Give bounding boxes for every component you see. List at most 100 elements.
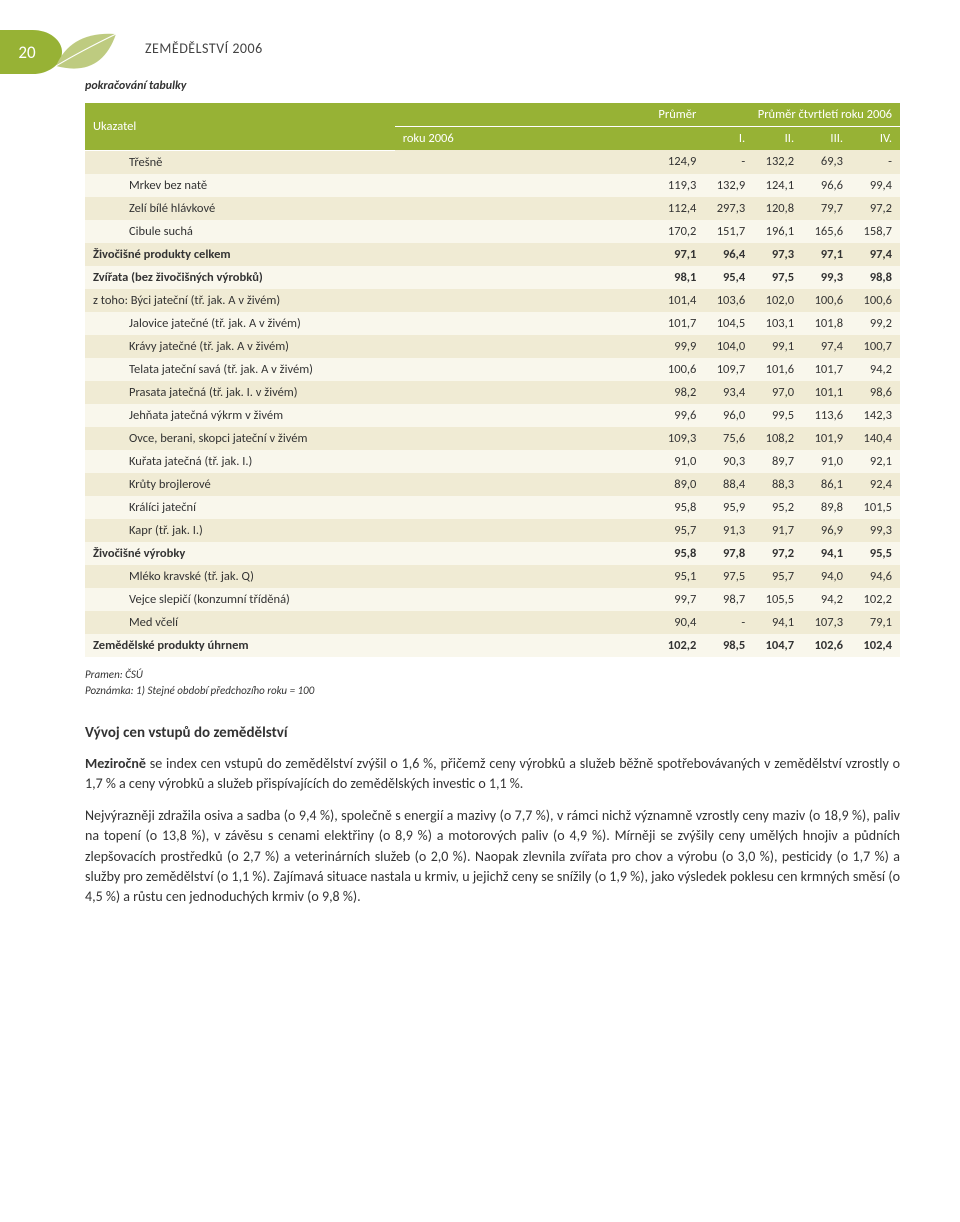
row-value: 91,0 [395,450,705,473]
row-value: 99,5 [753,404,802,427]
row-label: Jehňata jatečná výkrm v živém [85,404,395,427]
row-value: 104,5 [704,312,753,335]
row-value: 101,8 [802,312,851,335]
row-value: 95,7 [753,565,802,588]
row-value: 95,9 [704,496,753,519]
row-value: 96,4 [704,243,753,266]
table-row: Třešně124,9-132,269,3- [85,150,900,174]
table-row: Kuřata jatečná (tř. jak. I.)91,090,389,7… [85,450,900,473]
row-value: 95,8 [395,496,705,519]
row-value: 97,1 [395,243,705,266]
row-label: Živočišné výrobky [85,542,395,565]
row-value: 99,3 [851,519,900,542]
row-value: 98,8 [851,266,900,289]
col-header-avg-bottom: roku 2006 [395,127,705,151]
paragraph-1-lead: Meziročně [85,755,146,772]
col-header-avg-top: Průměr [395,103,705,127]
row-value: 101,4 [395,289,705,312]
row-value: 94,6 [851,565,900,588]
row-label: Zelí bílé hlávkové [85,197,395,220]
row-value: 109,3 [395,427,705,450]
row-value: 297,3 [704,197,753,220]
row-value: 95,4 [704,266,753,289]
row-value: 88,3 [753,473,802,496]
col-header-q3: III. [802,127,851,151]
row-value: 69,3 [802,150,851,174]
row-value: 89,7 [753,450,802,473]
row-value: 91,0 [802,450,851,473]
row-value: 99,7 [395,588,705,611]
table-row: Krávy jatečné (tř. jak. A v živém)99,910… [85,335,900,358]
row-value: 94,2 [802,588,851,611]
row-label: Ovce, berani, skopci jateční v živém [85,427,395,450]
row-label: z toho: Býci jateční (tř. jak. A v živém… [85,289,395,312]
row-value: 101,7 [395,312,705,335]
row-value: 88,4 [704,473,753,496]
table-row: Jehňata jatečná výkrm v živém99,696,099,… [85,404,900,427]
row-value: 158,7 [851,220,900,243]
row-value: 98,7 [704,588,753,611]
row-value: 97,3 [753,243,802,266]
row-value: 96,9 [802,519,851,542]
row-value: 98,6 [851,381,900,404]
table-row: Mrkev bez natě119,3132,9124,196,699,4 [85,174,900,197]
row-label: Krůty brojlerové [85,473,395,496]
row-label: Kuřata jatečná (tř. jak. I.) [85,450,395,473]
page-header-title: ZEMĚDĚLSTVÍ 2006 [145,40,900,57]
row-value: 99,2 [851,312,900,335]
table-row: Zemědělské produkty úhrnem102,298,5104,7… [85,634,900,657]
row-value: 98,2 [395,381,705,404]
row-value: 101,1 [802,381,851,404]
table-row: Telata jateční savá (tř. jak. A v živém)… [85,358,900,381]
table-row: Krůty brojlerové89,088,488,386,192,4 [85,473,900,496]
row-value: 91,7 [753,519,802,542]
row-value: 124,1 [753,174,802,197]
row-value: 99,4 [851,174,900,197]
row-label: Zvířata (bez živočišných výrobků) [85,266,395,289]
row-value: 95,5 [851,542,900,565]
paragraph-2: Nejvýrazněji zdražila osiva a sadba (o 9… [85,806,900,907]
row-value: 94,0 [802,565,851,588]
row-label: Mléko kravské (tř. jak. Q) [85,565,395,588]
row-value: 101,6 [753,358,802,381]
leaf-icon [46,26,136,86]
section-heading: Vývoj cen vstupů do zemědělství [85,724,900,742]
row-label: Třešně [85,150,395,174]
row-value: 100,6 [802,289,851,312]
row-value: 97,5 [704,565,753,588]
footnote-1: Poznámka: 1) Stejné období předchozího r… [85,683,900,700]
data-table: Ukazatel Průměr Průměr čtvrtletí roku 20… [85,103,900,657]
row-value: 120,8 [753,197,802,220]
row-value: 107,3 [802,611,851,634]
row-value: 108,2 [753,427,802,450]
table-row: Vejce slepičí (konzumní tříděná)99,798,7… [85,588,900,611]
row-value: 101,9 [802,427,851,450]
row-value: 94,1 [753,611,802,634]
row-value: - [851,150,900,174]
row-value: 103,1 [753,312,802,335]
row-value: 95,7 [395,519,705,542]
row-value: 124,9 [395,150,705,174]
table-row: Med včelí90,4-94,1107,379,1 [85,611,900,634]
row-value: 196,1 [753,220,802,243]
row-value: 102,6 [802,634,851,657]
source-note: Pramen: ČSÚ [85,667,900,684]
row-value: 99,1 [753,335,802,358]
row-value: 109,7 [704,358,753,381]
row-value: 101,5 [851,496,900,519]
col-header-q2: II. [753,127,802,151]
row-value: 97,2 [851,197,900,220]
table-row: Kapr (tř. jak. I.)95,791,391,796,999,3 [85,519,900,542]
row-label: Prasata jatečná (tř. jak. I. v živém) [85,381,395,404]
col-header-quarters-span: Průměr čtvrtletí roku 2006 [704,103,900,127]
table-row: Mléko kravské (tř. jak. Q)95,197,595,794… [85,565,900,588]
row-value: 98,5 [704,634,753,657]
row-value: 165,6 [802,220,851,243]
row-value: 95,8 [395,542,705,565]
body-text: Meziročně se index cen vstupů do zeměděl… [85,754,900,908]
table-row: z toho: Býci jateční (tř. jak. A v živém… [85,289,900,312]
row-value: - [704,150,753,174]
row-value: 101,7 [802,358,851,381]
row-label: Králíci jateční [85,496,395,519]
row-value: 102,4 [851,634,900,657]
